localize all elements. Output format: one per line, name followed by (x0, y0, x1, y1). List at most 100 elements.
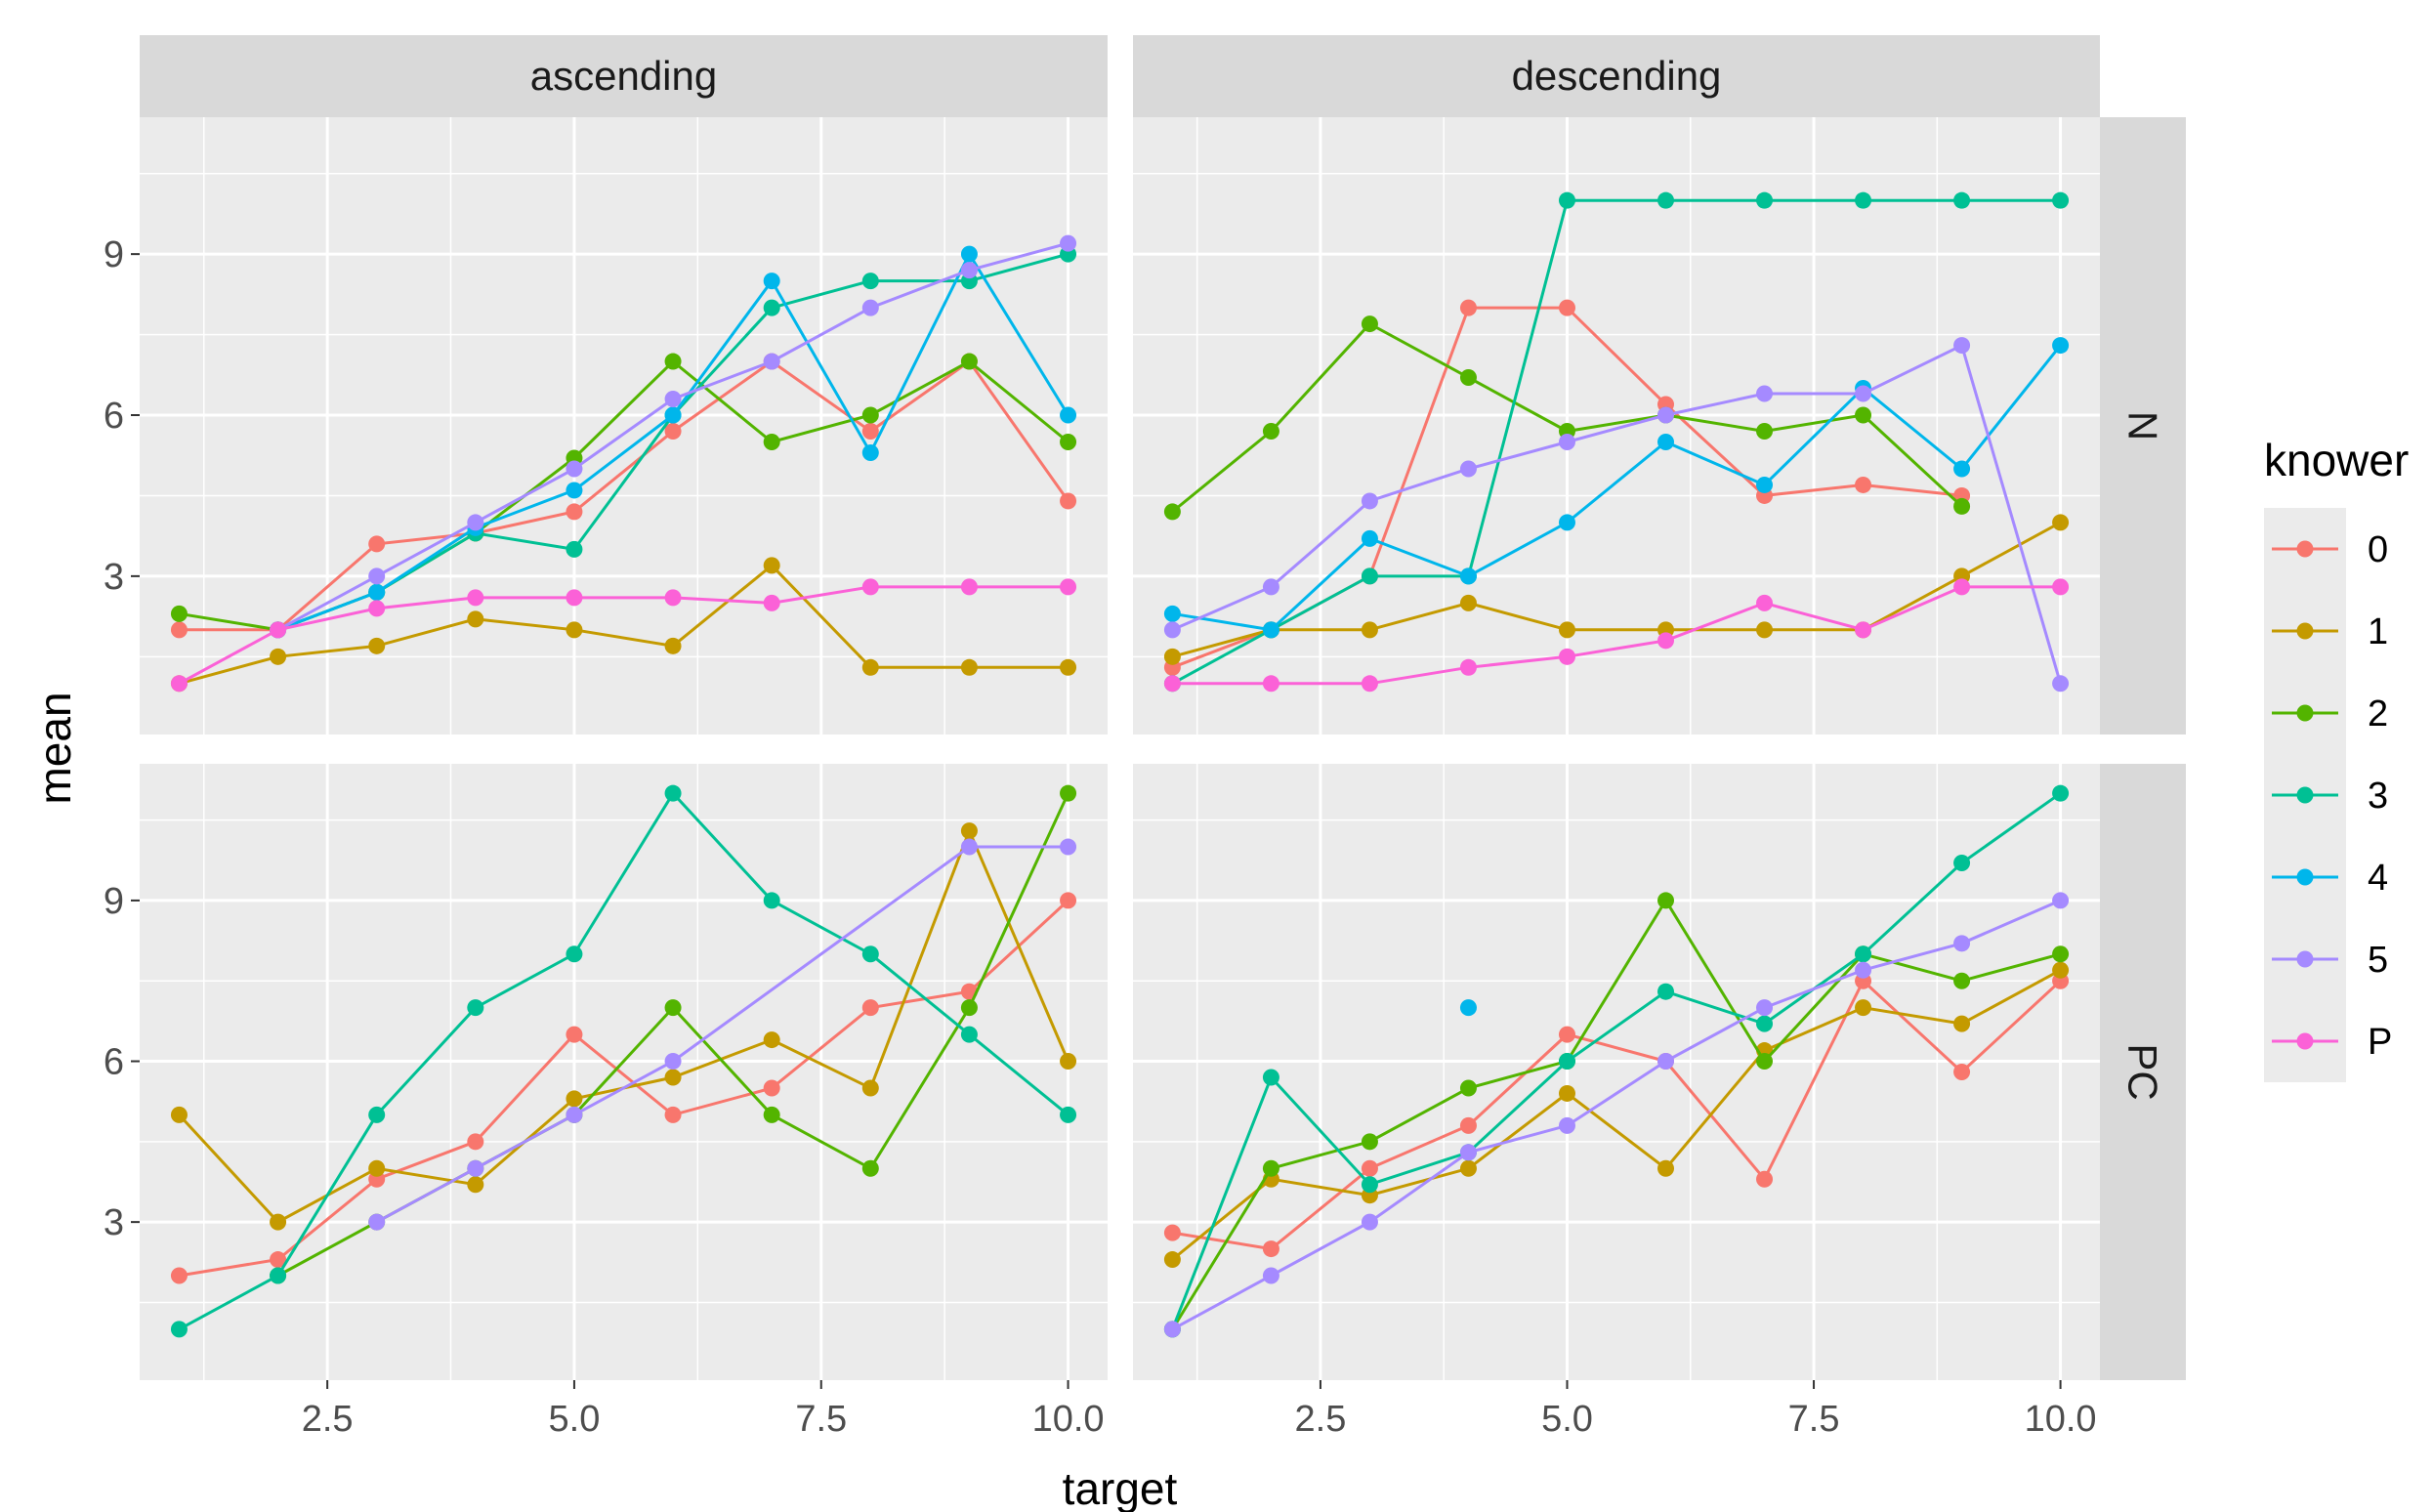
data-point-0 (664, 422, 682, 440)
data-point-2 (861, 1159, 879, 1177)
data-point-4 (960, 245, 978, 263)
data-point-5 (960, 838, 978, 856)
data-point-2 (1657, 892, 1675, 909)
series-line-1 (1172, 521, 2062, 658)
data-point-4 (763, 273, 780, 290)
panel-background (140, 764, 1108, 1380)
data-point-2 (1459, 369, 1477, 387)
data-point-1 (2052, 961, 2070, 979)
y-tick-label: 6 (104, 1042, 124, 1083)
y-tick-label: 3 (104, 557, 124, 598)
data-point-2 (960, 353, 978, 370)
series-line-0 (179, 359, 1069, 632)
y-tick-label: 9 (104, 234, 124, 275)
data-point-3 (170, 1321, 188, 1338)
data-point-0 (1558, 299, 1575, 316)
data-point-1 (1657, 1159, 1675, 1177)
legend-label-5: 5 (2368, 940, 2388, 981)
data-point-5 (467, 514, 484, 531)
data-point-5 (1855, 961, 1872, 979)
data-point-5 (1361, 1213, 1378, 1231)
data-point-P (1855, 621, 1872, 639)
data-point-5 (1558, 433, 1575, 450)
data-point-5 (1060, 838, 1077, 856)
series-line-P (178, 585, 1069, 686)
data-point-5 (1756, 999, 1774, 1017)
data-point-5 (1657, 1053, 1675, 1071)
data-point-1 (1855, 999, 1872, 1017)
data-point-5 (1060, 234, 1077, 252)
data-point-5 (1361, 492, 1378, 510)
data-point-5 (763, 353, 780, 370)
data-point-3 (368, 1106, 386, 1123)
data-point-4 (1459, 567, 1477, 585)
data-point-0 (270, 1251, 287, 1269)
strip-descending (1133, 35, 2100, 117)
data-point-3 (763, 299, 780, 316)
y-tick-label: 9 (104, 881, 124, 922)
data-point-3 (861, 945, 879, 963)
data-point-3 (566, 540, 583, 558)
data-point-3 (1361, 567, 1378, 585)
x-axis-title: target (1063, 1463, 1178, 1512)
data-point-0 (566, 503, 583, 521)
data-point-4 (1361, 529, 1378, 547)
data-point-3 (1657, 983, 1675, 1000)
data-point-2 (1953, 497, 1971, 515)
data-point-3 (1657, 191, 1675, 209)
data-point-5 (1953, 337, 1971, 355)
data-point-5 (1855, 385, 1872, 402)
data-point-4 (1756, 476, 1774, 493)
data-point-2 (763, 433, 780, 450)
data-point-0 (1756, 1170, 1774, 1188)
data-point-1 (368, 637, 386, 654)
x-tick-label: 5.0 (1541, 1399, 1593, 1440)
panel-ascending-PC (140, 764, 1108, 1380)
data-point-2 (664, 999, 682, 1017)
data-point-5 (1262, 1267, 1279, 1284)
data-point-2 (2052, 945, 2070, 963)
data-point-1 (960, 822, 978, 840)
data-point-4 (861, 443, 879, 461)
data-point-3 (2052, 784, 2070, 802)
data-point-5 (1459, 1144, 1477, 1161)
legend-point-3 (2296, 786, 2314, 804)
data-point-4 (1060, 406, 1077, 424)
series-line-3 (1171, 791, 2062, 1330)
data-point-4 (1163, 605, 1181, 622)
y-tick-label: 6 (104, 396, 124, 437)
data-point-0 (170, 621, 188, 639)
panel-ascending-N (140, 117, 1108, 735)
data-point-5 (368, 1213, 386, 1231)
data-point-2 (1756, 1053, 1774, 1071)
data-point-P (763, 594, 780, 611)
data-point-3 (1953, 855, 1971, 872)
series-line-3 (178, 790, 1069, 1331)
data-point-5 (368, 567, 386, 585)
data-point-5 (1657, 406, 1675, 424)
panel-background (1133, 764, 2100, 1380)
data-point-5 (1756, 385, 1774, 402)
data-point-1 (368, 1159, 386, 1177)
strip-label-ascending: ascending (530, 53, 717, 99)
data-point-1 (2052, 514, 2070, 531)
data-point-3 (1756, 1015, 1774, 1032)
data-point-2 (170, 605, 188, 622)
data-point-0 (1459, 1116, 1477, 1134)
data-point-2 (960, 999, 978, 1017)
data-point-2 (1262, 422, 1279, 440)
data-point-P (1953, 578, 1971, 596)
data-point-P (566, 589, 583, 607)
data-point-0 (763, 1079, 780, 1097)
legend-label-0: 0 (2368, 529, 2388, 570)
strip-N (2100, 117, 2186, 735)
data-point-4 (1558, 514, 1575, 531)
data-point-0 (664, 1106, 682, 1123)
data-point-3 (664, 784, 682, 802)
data-point-0 (1361, 1159, 1378, 1177)
data-point-1 (1953, 1015, 1971, 1032)
data-point-3 (1953, 191, 1971, 209)
data-point-1 (1163, 648, 1181, 665)
x-tick-label: 10.0 (1032, 1399, 1105, 1440)
data-point-4 (2052, 337, 2070, 355)
